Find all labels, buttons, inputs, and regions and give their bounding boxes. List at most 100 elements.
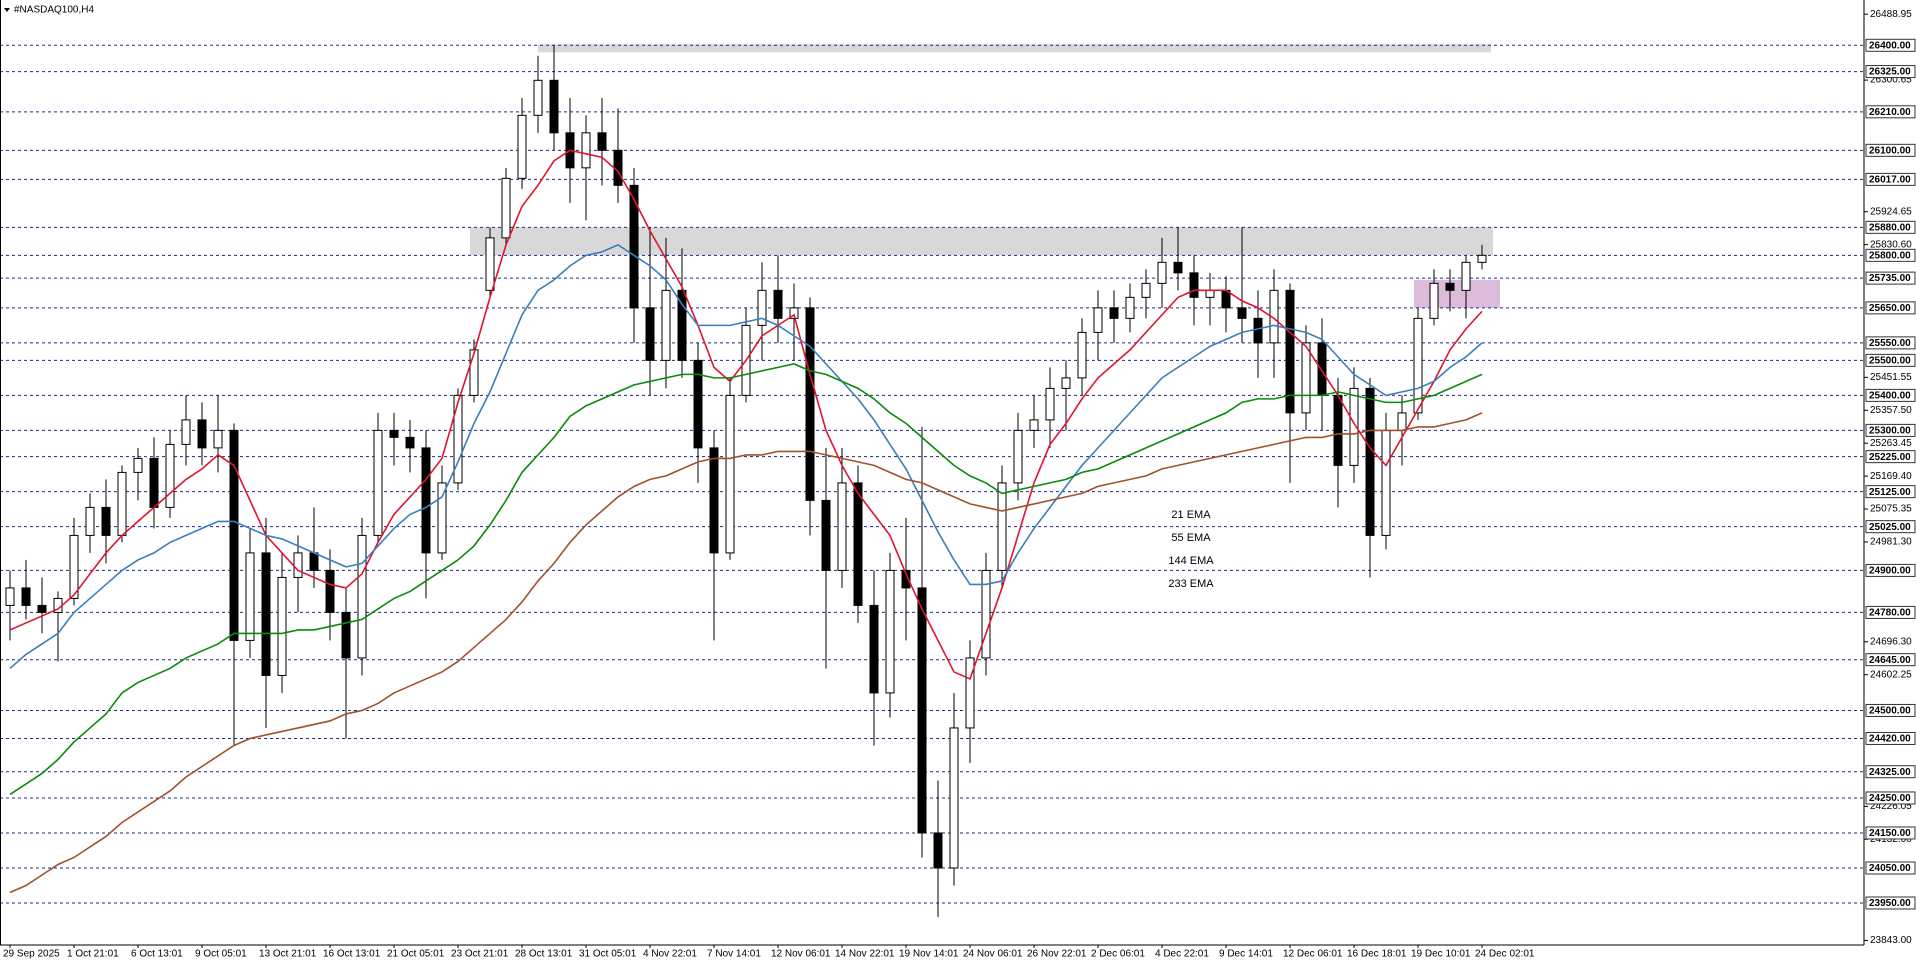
level-label-box: [1865, 353, 1916, 367]
candle-body: [1077, 331, 1087, 379]
candle-body: [309, 552, 319, 571]
level-label-box: [1865, 485, 1916, 499]
x-tick-label: 16 Dec 18:01: [1347, 949, 1407, 960]
candle-body: [821, 499, 831, 571]
candle-body: [1205, 289, 1215, 298]
candle-body: [1029, 419, 1039, 431]
level-label-box: [1865, 388, 1916, 402]
candle-body: [421, 447, 431, 554]
candle-body: [1253, 317, 1263, 344]
level-label: 25550.00: [1869, 338, 1911, 349]
candle-body: [1285, 289, 1295, 414]
y-tick-label: 26488.95: [1870, 9, 1912, 20]
level-label-box: [1865, 450, 1916, 464]
candle-body: [1157, 261, 1167, 284]
x-tick-label: 12 Nov 06:01: [771, 949, 831, 960]
x-tick-label: 9 Dec 14:01: [1219, 949, 1273, 960]
x-tick-label: 9 Oct 05:01: [195, 949, 247, 960]
candle-body: [405, 436, 415, 449]
candle-body: [149, 457, 159, 508]
candle-body: [229, 429, 239, 641]
menu-arrow[interactable]: [4, 8, 10, 12]
level-label-box: [1865, 220, 1916, 234]
candle-body: [677, 289, 687, 361]
level-label: 25400.00: [1869, 391, 1911, 402]
x-tick-label: 31 Oct 05:01: [579, 949, 637, 960]
level-label-box: [1865, 731, 1916, 745]
candle-body: [917, 587, 927, 834]
candle-body: [997, 482, 1007, 571]
candles: [5, 45, 1487, 917]
x-tick-label: 24 Dec 02:01: [1475, 949, 1535, 960]
candle-body: [709, 447, 719, 554]
ema-line: [9, 149, 1483, 681]
candle-body: [1045, 387, 1055, 421]
ema-line: [9, 412, 1483, 894]
candle-body: [1461, 261, 1471, 291]
x-tick-label: 1 Oct 21:01: [67, 949, 119, 960]
candle-body: [581, 132, 591, 169]
level-label-box: [1865, 520, 1916, 534]
level-label: 24325.00: [1869, 767, 1911, 778]
y-tick-label: 25451.55: [1870, 372, 1912, 383]
level-label-box: [1865, 791, 1916, 805]
x-tick-label: 6 Oct 13:01: [131, 949, 183, 960]
level-label: 25650.00: [1869, 303, 1911, 314]
level-label: 26400.00: [1869, 40, 1911, 51]
y-tick-label: 24696.30: [1870, 636, 1912, 647]
ema-label: 233 EMA: [1168, 578, 1214, 590]
level-label: 24645.00: [1869, 655, 1911, 666]
zone: [470, 227, 1493, 256]
level-label-box: [1865, 423, 1916, 437]
y-tick-label: 25169.40: [1870, 471, 1912, 482]
candle-body: [1317, 342, 1327, 396]
candle-body: [277, 576, 287, 676]
candle-body: [1397, 412, 1407, 431]
candle-body: [485, 237, 495, 291]
zones: [470, 44, 1500, 308]
level-label-box: [1865, 336, 1916, 350]
x-tick-label: 26 Nov 22:01: [1027, 949, 1087, 960]
candle-body: [357, 534, 367, 659]
ema-line: [9, 363, 1483, 796]
ema-line: [9, 243, 1483, 670]
level-label: 25500.00: [1869, 356, 1911, 367]
candle-body: [549, 79, 559, 134]
candle-body: [245, 552, 255, 641]
level-label-box: [1865, 605, 1916, 619]
level-label: 24780.00: [1869, 608, 1911, 619]
candle-body: [85, 506, 95, 536]
level-label: 26325.00: [1869, 67, 1911, 78]
candle-body: [5, 587, 15, 606]
level-label: 24500.00: [1869, 706, 1911, 717]
level-label: 24250.00: [1869, 793, 1911, 804]
candle-body: [373, 429, 383, 536]
level-label-box: [1865, 271, 1916, 285]
candle-body: [389, 429, 399, 438]
candle-body: [1477, 254, 1487, 263]
candle-body: [1349, 387, 1359, 466]
candle-body: [1365, 387, 1375, 536]
candle-body: [1301, 342, 1311, 414]
level-label-box: [1865, 765, 1916, 779]
candle-body: [1013, 429, 1023, 484]
x-tick-label: 14 Nov 22:01: [835, 949, 895, 960]
level-label-box: [1865, 105, 1916, 119]
candle-body: [1189, 272, 1199, 298]
candle-body: [469, 349, 479, 396]
candle-body: [645, 307, 655, 361]
level-label-box: [1865, 301, 1916, 315]
x-tick-label: 12 Dec 06:01: [1283, 949, 1343, 960]
x-tick-label: 28 Oct 13:01: [515, 949, 573, 960]
candle-body: [1141, 282, 1151, 298]
candle-body: [501, 177, 511, 239]
x-tick-label: 19 Nov 14:01: [899, 949, 959, 960]
level-label-box: [1865, 703, 1916, 717]
ema-lines: [9, 149, 1483, 894]
candle-body: [965, 657, 975, 729]
level-label: 24420.00: [1869, 734, 1911, 745]
level-label: 25125.00: [1869, 487, 1911, 498]
x-tick-label: 4 Nov 22:01: [643, 949, 697, 960]
candle-body: [661, 289, 671, 361]
